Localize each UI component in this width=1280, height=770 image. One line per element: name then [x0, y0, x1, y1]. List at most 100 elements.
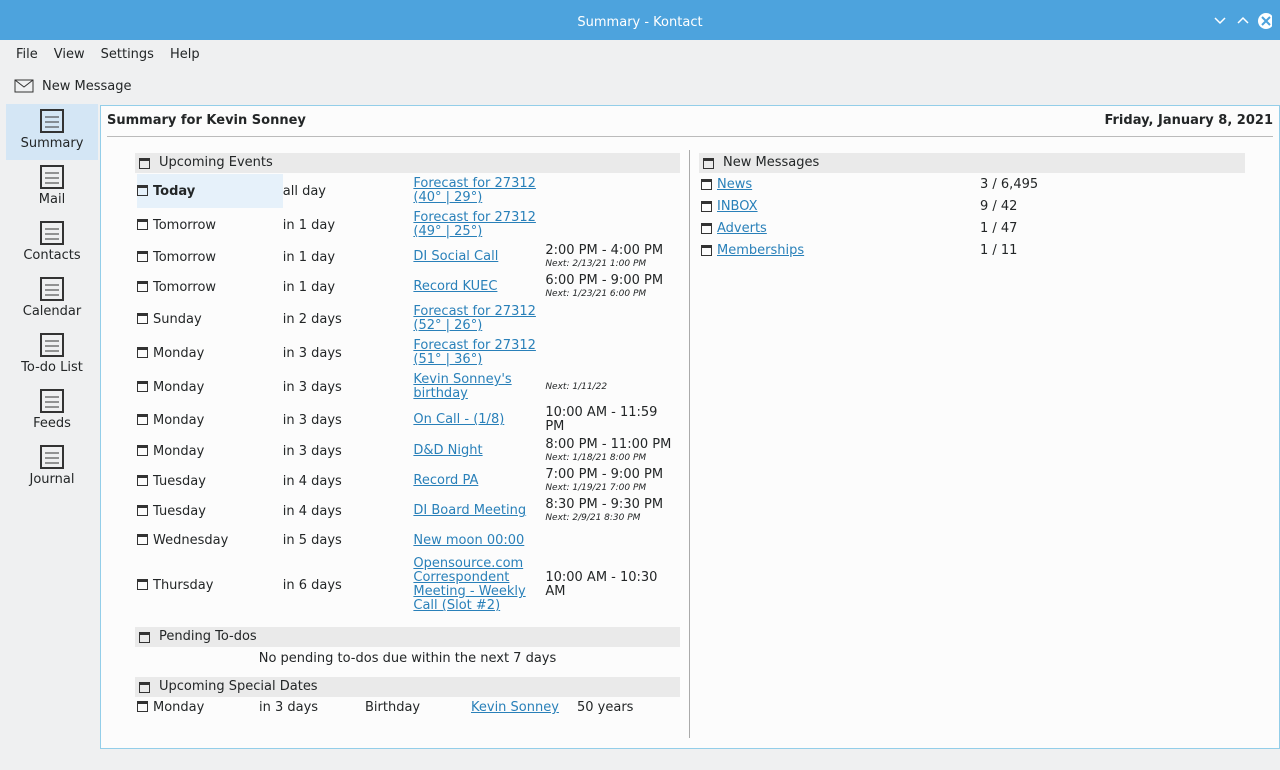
special-name[interactable]: Kevin Sonney	[471, 700, 559, 715]
folder-count: 9 / 42	[980, 198, 1018, 214]
divider	[689, 150, 690, 738]
sidebar-item[interactable]: Mail	[6, 160, 98, 216]
special-day: Monday	[153, 700, 205, 715]
icon	[701, 244, 712, 256]
event-link[interactable]: Forecast for 27312 (51° | 36°)	[413, 338, 536, 367]
event-when: in 3 days	[282, 412, 342, 428]
event-link[interactable]: Forecast for 27312 (40° | 29°)	[413, 176, 536, 205]
folder-cell: INBOX	[717, 199, 980, 214]
event-link[interactable]: D&D Night	[413, 443, 483, 458]
window-controls[interactable]	[1212, 12, 1272, 30]
event-link[interactable]: On Call - (1/8)	[413, 412, 505, 427]
menu-item[interactable]: Settings	[100, 46, 154, 62]
event-when: in 3 days	[282, 345, 342, 361]
event-time: 10:00 AM - 11:59 PM	[545, 405, 658, 434]
folder-row: News 3 / 6,495	[699, 173, 1245, 195]
time-cell: 2:00 PM - 4:00 PM Next: 2/13/21 1:00 PM	[545, 242, 680, 272]
day-cell: Monday	[137, 370, 283, 404]
event-day: Thursday	[153, 577, 214, 593]
event-row: Today all day Forecast for 27312 (40° | 29…	[137, 174, 680, 208]
event-day: Tomorrow	[153, 249, 217, 265]
sidebar-label: Summary	[20, 136, 84, 151]
icon	[137, 578, 148, 590]
event-row: Tomorrow in 1 day DI Social Call 2:00 PM - …	[137, 242, 680, 272]
time-cell: 6:00 PM - 9:00 PM Next: 1/23/21 6:00 PM	[545, 272, 680, 302]
folder-link[interactable]: INBOX	[717, 198, 758, 214]
event-link[interactable]: DI Social Call	[413, 249, 499, 264]
summary-header: Summary for Kevin Sonney Friday, January …	[107, 113, 1273, 137]
event-row: Wednesday in 5 days New moon 00:00	[137, 526, 680, 555]
folder-link[interactable]: Adverts	[717, 220, 767, 236]
event-when: in 6 days	[282, 577, 342, 593]
menu-item[interactable]: Help	[169, 46, 200, 62]
sidebar-item[interactable]: Contacts	[6, 216, 98, 272]
day-cell: Tomorrow	[137, 272, 283, 302]
event-when: in 2 days	[282, 311, 342, 327]
toolbar[interactable]: New Message	[14, 74, 131, 98]
section-header: Upcoming Special Dates	[135, 677, 680, 697]
event-link[interactable]: Forecast for 27312 (49° | 25°)	[413, 210, 536, 239]
sidebar-item[interactable]: Feeds	[6, 384, 98, 440]
event-link[interactable]: DI Board Meeting	[413, 503, 527, 518]
folder-cell: Memberships	[717, 243, 980, 258]
window-title: Summary - Kontact	[577, 15, 703, 30]
folder-link[interactable]: News	[717, 176, 753, 192]
event-link[interactable]: Record PA	[413, 473, 479, 488]
summary-heading: Summary for Kevin Sonney	[107, 113, 306, 128]
folder-count: 1 / 11	[980, 242, 1018, 258]
icon	[137, 280, 148, 292]
time-cell	[545, 208, 680, 242]
section-title: Upcoming Events	[159, 155, 273, 170]
menu-item[interactable]: File	[16, 46, 38, 62]
title-cell: Record KUEC	[413, 272, 545, 302]
event-next: Next: 2/9/21 8:30 PM	[545, 513, 641, 523]
event-when: in 1 day	[282, 217, 336, 233]
day-cell: Tomorrow	[137, 208, 283, 242]
sidebar-item[interactable]: Journal	[6, 440, 98, 496]
event-day: Monday	[153, 345, 205, 361]
sidebar: Summary Mail Contacts Calendar To-do List Fee…	[6, 104, 98, 496]
event-link[interactable]: New moon 00:00	[413, 532, 525, 548]
event-link[interactable]: Opensource.com Correspondent Meeting - W…	[413, 556, 526, 613]
event-day: Tomorrow	[153, 217, 217, 233]
title-cell: Forecast for 27312 (51° | 36°)	[413, 336, 545, 370]
sidebar-label: Mail	[38, 192, 66, 207]
new-message-button[interactable]: New Message	[42, 78, 132, 94]
folder-link[interactable]: Memberships	[717, 242, 805, 258]
day-cell: Monday	[137, 436, 283, 466]
right-column: New Messages News 3 / 6,495 INBOX 9 / 42 Adve…	[699, 153, 1245, 261]
title-cell: D&D Night	[413, 436, 545, 466]
event-link[interactable]: Forecast for 27312 (52° | 26°)	[413, 304, 536, 333]
icon	[137, 380, 148, 392]
day-cell: Today	[137, 174, 283, 208]
event-row: Monday in 3 days Forecast for 27312 (51° |…	[137, 336, 680, 370]
sidebar-item[interactable]: Summary	[6, 104, 98, 160]
event-row: Sunday in 2 days Forecast for 27312 (52° |…	[137, 302, 680, 336]
events-table: Today all day Forecast for 27312 (40° | 29…	[137, 174, 680, 615]
day-cell: Monday	[137, 700, 259, 715]
icon	[703, 157, 714, 169]
title-cell: New moon 00:00	[413, 526, 545, 555]
sidebar-icon	[40, 165, 64, 189]
event-link[interactable]: Kevin Sonney's birthday	[413, 372, 512, 401]
sidebar-label: Calendar	[22, 304, 82, 319]
title-cell: Forecast for 27312 (49° | 25°)	[413, 208, 545, 242]
icon	[701, 200, 712, 212]
icon	[137, 534, 148, 545]
event-row: Tomorrow in 1 day Record KUEC 6:00 PM - 9:0…	[137, 272, 680, 302]
event-when: in 4 days	[282, 503, 342, 519]
section-title: New Messages	[723, 155, 820, 170]
day-cell: Tuesday	[137, 466, 283, 496]
sidebar-item[interactable]: Calendar	[6, 272, 98, 328]
event-next: Next: 1/11/22	[545, 382, 608, 392]
icon	[701, 178, 712, 190]
sidebar-item[interactable]: To-do List	[6, 328, 98, 384]
event-next: Next: 1/23/21 6:00 PM	[545, 289, 647, 299]
section-header: New Messages	[699, 153, 1245, 173]
special-kind: Birthday	[365, 700, 421, 715]
title-cell: DI Social Call	[413, 242, 545, 272]
sidebar-icon	[40, 109, 64, 133]
menu-item[interactable]: View	[53, 46, 85, 62]
title-cell: Forecast for 27312 (52° | 26°)	[413, 302, 545, 336]
event-link[interactable]: Record KUEC	[413, 279, 498, 294]
